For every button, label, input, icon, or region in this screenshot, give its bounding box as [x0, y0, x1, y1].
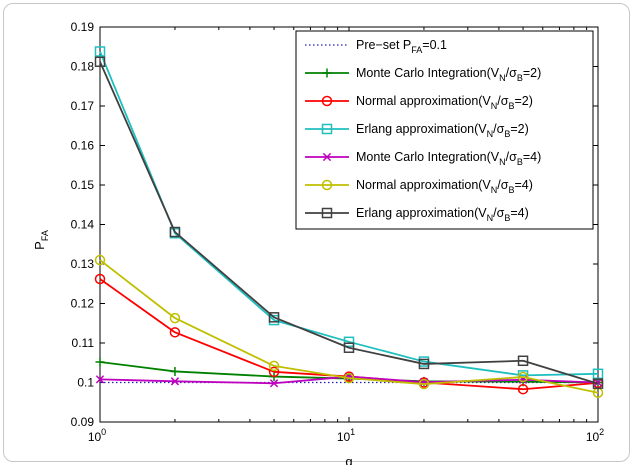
ticks: 0.09 0.1 0.11 0.12 0.13 0.14 0.15 0.16 0.17 0.18 0… [71, 20, 605, 444]
y-tick-label: 0.18 [71, 60, 95, 74]
legend-box [295, 30, 594, 230]
x-tick-label: 102 [586, 427, 604, 444]
series-7-marker [169, 226, 181, 238]
legend-marker [322, 68, 332, 78]
y-tick-label: 0.09 [71, 415, 95, 429]
series-7-marker [343, 342, 355, 353]
series-3-marker [94, 273, 106, 285]
series-2-marker [170, 366, 180, 376]
legend-label: Erlang approximation(VN/σB=4) [356, 206, 529, 223]
series-3-marker [268, 366, 280, 378]
legend-marker [322, 152, 332, 162]
y-tick-label: 0.14 [71, 218, 95, 232]
legend-entry-1: Pre−set PFA=0.1 [305, 38, 447, 55]
legend-label: Monte Carlo Integration(VN/σB=4) [356, 150, 541, 167]
series-6-marker [418, 378, 430, 390]
legend: Pre−set PFA=0.1 Monte Carlo Integration(V… [295, 30, 594, 230]
series-4-line [99, 51, 599, 377]
y-tick-label: 0.13 [71, 257, 95, 271]
y-tick-label: 0.15 [71, 178, 95, 192]
legend-label: Normal approximation(VN/σB=2) [356, 94, 533, 111]
series-6-marker [94, 254, 106, 266]
y-tick-label: 0.11 [72, 336, 95, 350]
series-7-marker [517, 355, 529, 367]
y-tick-label: 0.12 [71, 297, 95, 311]
series-7-marker [592, 378, 604, 389]
series-7-marker [418, 358, 430, 370]
legend-label: Erlang approximation(VN/σB=2) [356, 122, 529, 139]
y-axis-label-sub: FA [40, 230, 50, 241]
y-axis-label-main: P [32, 241, 47, 250]
legend-entry-6: Normal approximation(VN/σB=4) [305, 178, 533, 195]
legend-label: Pre−set PFA=0.1 [356, 38, 447, 55]
series-6-line [99, 259, 599, 394]
legend-entry-2: Monte Carlo Integration(VN/σB=2) [305, 66, 541, 83]
series-7-marker [94, 56, 106, 68]
legend-label: Monte Carlo Integration(VN/σB=2) [356, 66, 541, 83]
legend-entry-5: Monte Carlo Integration(VN/σB=4) [305, 150, 541, 167]
x-tick-label: 100 [88, 427, 106, 444]
series-4-marker [592, 368, 604, 380]
series-5-marker [593, 378, 603, 387]
series-3-marker [169, 327, 181, 338]
y-tick-label: 0.19 [71, 20, 95, 34]
y-tick-label: 0.1 [77, 376, 94, 390]
series-5-marker [269, 379, 279, 388]
legend-marker [321, 179, 333, 191]
legend-entry-7: Erlang approximation(VN/σB=4) [305, 206, 529, 223]
legend-marker [321, 95, 333, 107]
legend-label: Normal approximation(VN/σB=4) [356, 178, 533, 195]
series-6-marker [343, 372, 355, 384]
series-5-marker [95, 375, 105, 384]
series-7-marker [268, 312, 280, 323]
series-6-marker [169, 312, 181, 324]
legend-marker [321, 123, 333, 135]
legend-entry-4: Erlang approximation(VN/σB=2) [305, 122, 529, 139]
series-7 [94, 56, 604, 389]
series-4-marker [94, 46, 106, 57]
series-7-line [99, 61, 599, 385]
x-tick-label: 101 [337, 427, 355, 444]
series-lines [94, 46, 604, 399]
y-tick-label: 0.16 [71, 139, 95, 153]
series-6-marker [517, 371, 529, 383]
series-5-marker [170, 377, 180, 386]
series-4-marker [343, 336, 355, 348]
series-2-marker [95, 357, 105, 367]
legend-entry-3: Normal approximation(VN/σB=2) [305, 94, 533, 111]
x-axis-label: q [345, 454, 352, 465]
series-6-marker [268, 360, 280, 372]
series-3-marker [517, 383, 529, 395]
y-axis-label: PFA [32, 230, 50, 250]
y-tick-label: 0.17 [71, 99, 95, 113]
series-6 [94, 254, 604, 399]
legend-marker [321, 207, 333, 219]
